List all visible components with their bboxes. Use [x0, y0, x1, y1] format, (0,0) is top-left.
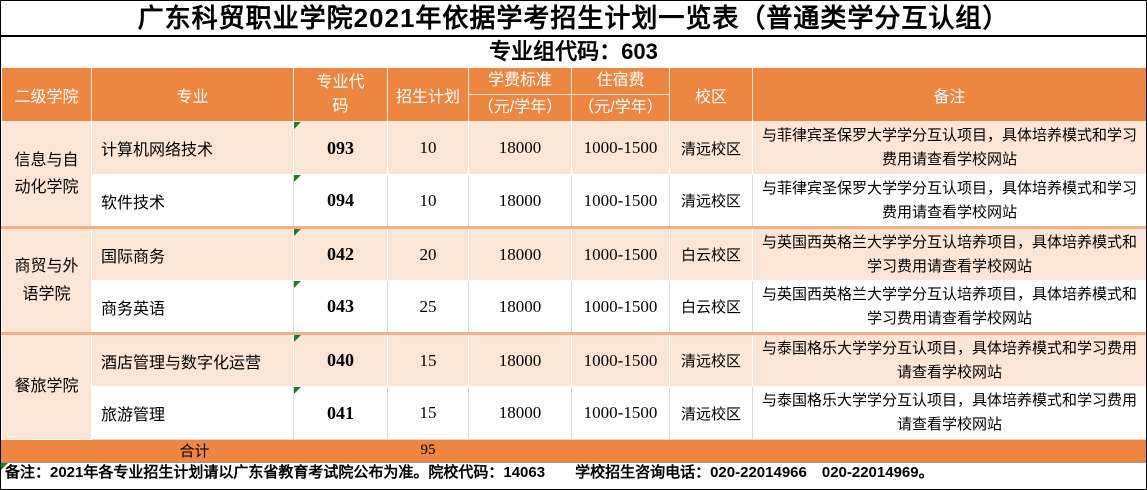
- college-cell: 信息与自动化学院: [1, 121, 92, 228]
- tuition-cell: 18000: [468, 386, 572, 440]
- header-college: 二级学院: [1, 67, 92, 122]
- total-empty-cell: [468, 439, 1146, 462]
- cell-error-flag-icon: [294, 281, 301, 288]
- admission-plan-table: 二级学院 专业 专业代码 招生计划 学费标准 （元/学年） 住宿费 （元/学年）…: [1, 67, 1146, 462]
- plan-cell: 20: [387, 226, 469, 281]
- tuition-cell: 18000: [468, 226, 572, 281]
- campus-cell: 清远校区: [669, 121, 753, 175]
- cell-error-flag-icon: [294, 387, 301, 394]
- code-cell: 041: [293, 386, 388, 440]
- accommodation-cell: 1000-1500: [571, 121, 670, 175]
- total-label-cell: 合计: [1, 439, 388, 462]
- major-cell: 酒店管理与数字化运营: [91, 332, 294, 387]
- header-accommodation-line1: 住宿费: [596, 72, 645, 89]
- table-row: 商贸与外语学院 国际商务 042 20 18000 1000-1500 白云校区…: [1, 226, 1146, 334]
- tuition-cell: 18000: [468, 121, 572, 175]
- total-row: 合计 95: [1, 439, 1146, 462]
- accommodation-cell: 1000-1500: [571, 386, 670, 440]
- page-title: 广东科贸职业学院2021年依据学考招生计划一览表（普通类学分互认组）: [1, 1, 1146, 37]
- accommodation-cell: 1000-1500: [571, 280, 670, 334]
- footer-note: 备注：2021年各专业招生计划请以广东省教育考试院公布为准。院校代码：14063…: [1, 462, 1146, 484]
- header-code-label: 专业代码: [316, 74, 365, 115]
- accommodation-cell: 1000-1500: [571, 332, 670, 387]
- remark-cell: 与菲律宾圣保罗大学学分互认项目，具体培养模式和学习费用请查看学校网站: [752, 121, 1146, 175]
- code-cell: 093: [293, 121, 388, 175]
- major-cell: 国际商务: [91, 226, 294, 281]
- campus-cell: 清远校区: [669, 386, 753, 440]
- accommodation-cell: 1000-1500: [571, 226, 670, 281]
- major-cell: 旅游管理: [91, 386, 294, 440]
- code-cell: 042: [293, 226, 388, 281]
- total-plan-cell: 95: [387, 439, 469, 462]
- cell-error-flag-icon: [294, 122, 301, 129]
- plan-cell: 15: [387, 386, 469, 440]
- plan-cell: 10: [387, 121, 469, 175]
- header-accommodation: 住宿费 （元/学年）: [571, 67, 670, 122]
- header-code: 专业代码: [293, 67, 388, 122]
- remark-cell: 与菲律宾圣保罗大学学分互认项目，具体培养模式和学习费用请查看学校网站: [752, 174, 1146, 228]
- header-accommodation-line2: （元/学年）: [572, 94, 669, 121]
- header-tuition-line1: 学费标准: [487, 72, 552, 89]
- header-remark: 备注: [752, 67, 1146, 122]
- cell-error-flag-icon: [294, 175, 301, 182]
- college-cell: 餐旅学院: [1, 332, 92, 440]
- header-tuition-line2: （元/学年）: [469, 94, 571, 121]
- remark-cell: 与英国西英格兰大学学分互认培养项目，具体培养模式和学习费用请查看学校网站: [752, 226, 1146, 281]
- major-cell: 计算机网络技术: [91, 121, 294, 175]
- campus-cell: 清远校区: [669, 174, 753, 228]
- remark-cell: 与泰国格乐大学学分互认项目，具体培养模式和学习费用请查看学校网站: [752, 386, 1146, 440]
- code-value: 094: [327, 190, 354, 210]
- header-tuition: 学费标准 （元/学年）: [468, 67, 572, 122]
- tuition-cell: 18000: [468, 280, 572, 334]
- table-row: 餐旅学院 酒店管理与数字化运营 040 15 18000 1000-1500 清…: [1, 332, 1146, 440]
- remark-cell: 与泰国格乐大学学分互认项目，具体培养模式和学习费用请查看学校网站: [752, 332, 1146, 387]
- cell-error-flag-icon: [1, 463, 8, 470]
- table-row: 信息与自动化学院 计算机网络技术 093 10 18000 1000-1500 …: [1, 121, 1146, 228]
- header-major: 专业: [91, 67, 294, 122]
- code-cell: 043: [293, 280, 388, 334]
- footer-note-text: 备注：2021年各专业招生计划请以广东省教育考试院公布为准。院校代码：14063…: [5, 464, 934, 481]
- code-value: 043: [327, 296, 354, 316]
- tuition-cell: 18000: [468, 332, 572, 387]
- header-row: 二级学院 专业 专业代码 招生计划 学费标准 （元/学年） 住宿费 （元/学年）…: [1, 67, 1146, 122]
- campus-cell: 白云校区: [669, 226, 753, 281]
- college-cell: 商贸与外语学院: [1, 226, 92, 334]
- code-cell: 094: [293, 174, 388, 228]
- major-cell: 软件技术: [91, 174, 294, 228]
- remark-cell: 与英国西英格兰大学学分互认培养项目，具体培养模式和学习费用请查看学校网站: [752, 280, 1146, 334]
- table-row: 商务英语 043 25 18000 1000-1500 白云校区 与英国西英格兰…: [2, 280, 1146, 334]
- campus-cell: 白云校区: [669, 280, 753, 334]
- code-value: 093: [327, 137, 354, 158]
- tuition-cell: 18000: [468, 174, 572, 228]
- group-code-subtitle: 专业组代码：603: [489, 39, 658, 64]
- plan-cell: 10: [387, 174, 469, 228]
- header-plan: 招生计划: [387, 67, 469, 122]
- major-cell: 商务英语: [91, 280, 294, 334]
- code-cell: 040: [293, 332, 388, 387]
- table-row: 旅游管理 041 15 18000 1000-1500 清远校区 与泰国格乐大学…: [2, 386, 1146, 440]
- cell-error-flag-icon: [294, 229, 301, 236]
- plan-cell: 15: [387, 332, 469, 387]
- campus-cell: 清远校区: [669, 332, 753, 387]
- accommodation-cell: 1000-1500: [571, 174, 670, 228]
- code-value: 041: [327, 402, 354, 423]
- code-value: 040: [327, 350, 354, 370]
- cell-error-flag-icon: [294, 335, 301, 342]
- header-campus: 校区: [669, 67, 753, 122]
- table-row: 软件技术 094 10 18000 1000-1500 清远校区 与菲律宾圣保罗…: [2, 174, 1146, 228]
- code-value: 042: [327, 244, 354, 264]
- plan-cell: 25: [387, 280, 469, 334]
